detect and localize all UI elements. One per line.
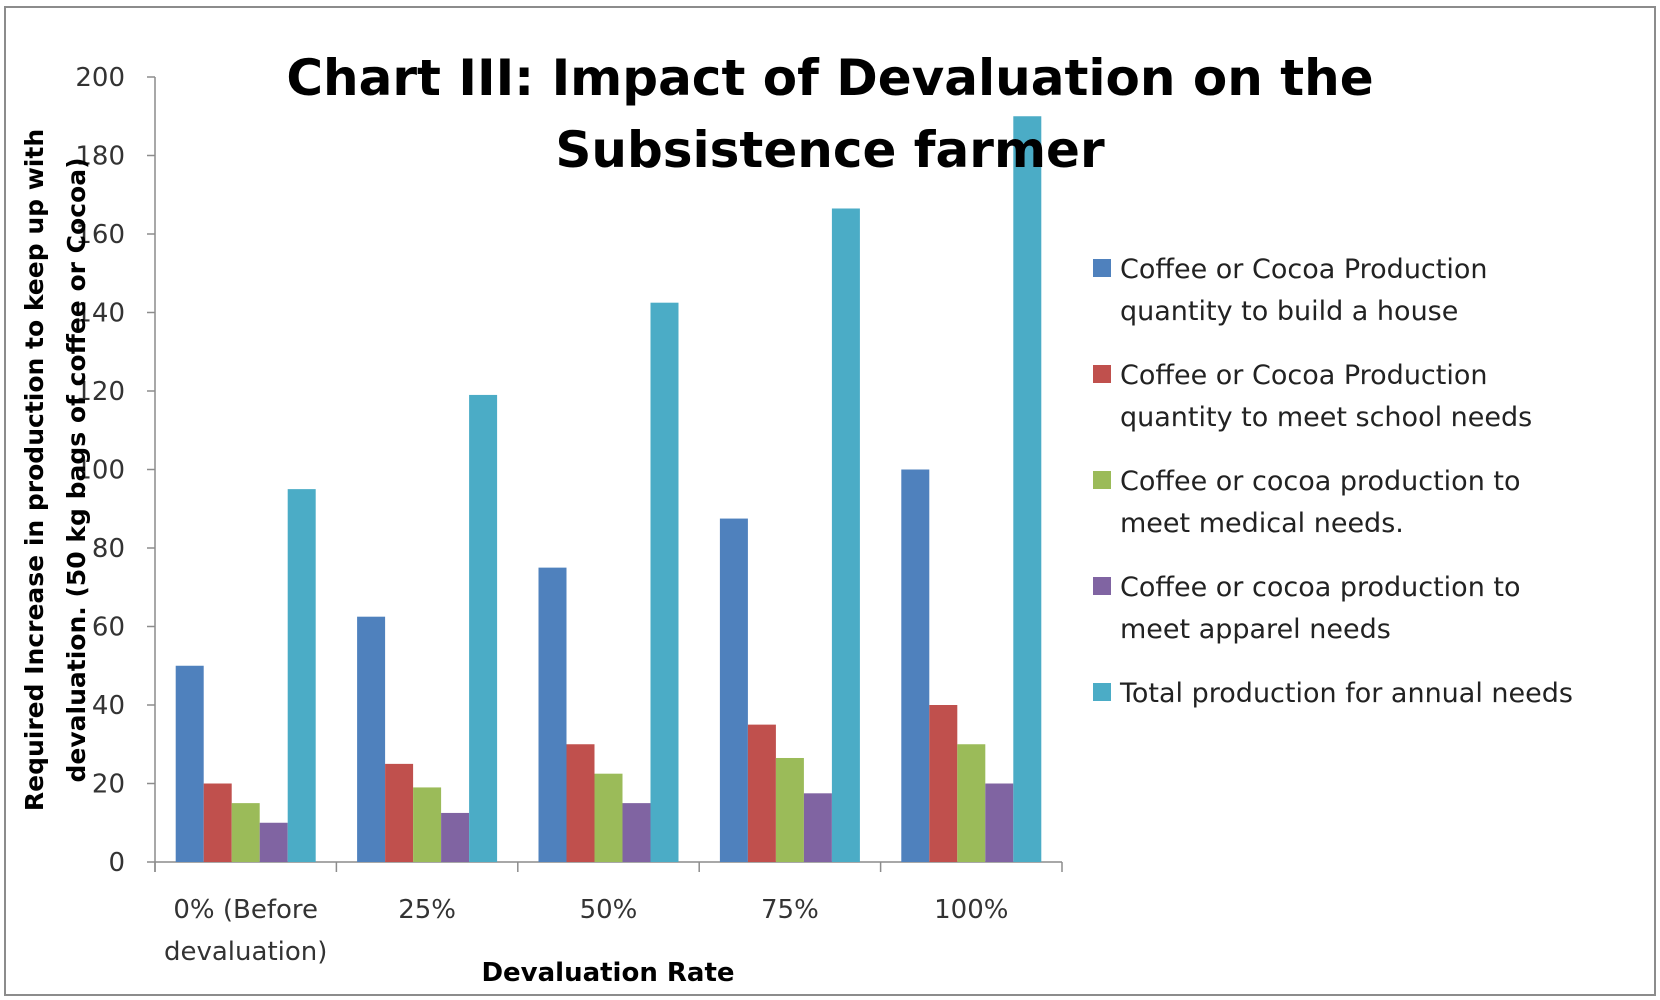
bar-1-cat-5 — [901, 469, 930, 862]
text-line: Coffee or Cocoa Production — [1120, 254, 1488, 285]
bar-4-cat-4 — [803, 793, 832, 862]
legend: Coffee or Cocoa Production quantity to bu… — [1093, 254, 1573, 709]
y-tick-label: 20 — [92, 770, 125, 800]
y-tick-label: 180 — [75, 142, 125, 172]
bar-5-cat-5 — [1013, 116, 1042, 862]
text-line: Coffee or Cocoa Production — [1120, 360, 1488, 391]
x-tick-label: 0% (Before devaluation) — [164, 895, 327, 967]
text-line: quantity to meet school needs — [1120, 402, 1532, 433]
legend-swatch-1 — [1093, 259, 1111, 277]
y-tick-label: 140 — [75, 299, 125, 329]
legend-label-1: Coffee or Cocoa Production quantity to bu… — [1120, 254, 1488, 327]
text-line: Coffee or cocoa production to — [1120, 572, 1521, 603]
bar-2-cat-4 — [747, 724, 776, 862]
x-axis-title: Devaluation Rate — [481, 958, 734, 988]
legend-label-5: Total production for annual needs — [1119, 678, 1573, 709]
bar-4-cat-2 — [441, 812, 470, 862]
bar-2-cat-1 — [203, 783, 232, 862]
x-tick-label: 100% — [934, 895, 1008, 925]
bar-2-cat-5 — [929, 705, 958, 862]
bar-5-cat-3 — [650, 302, 679, 862]
bar-2-cat-2 — [385, 763, 414, 862]
y-tick-label: 200 — [75, 63, 125, 93]
y-tick-label: 0 — [108, 848, 125, 878]
text-line: 50% — [580, 895, 638, 925]
x-tick-label: 75% — [761, 895, 819, 925]
bar-1-cat-3 — [538, 567, 567, 862]
bar-5-cat-2 — [469, 394, 498, 862]
chart-title: Chart III: Impact of Devaluation on the S… — [286, 49, 1373, 179]
bar-1-cat-2 — [357, 616, 386, 862]
legend-label-4: Coffee or cocoa production to meet appare… — [1120, 572, 1521, 645]
text-line: 25% — [398, 895, 456, 925]
text-line: 100% — [934, 895, 1008, 925]
text-line: 0% (Before — [173, 895, 318, 925]
bar-5-cat-1 — [287, 489, 316, 862]
text-line: meet medical needs. — [1120, 508, 1404, 539]
bar-3-cat-5 — [957, 744, 986, 862]
text-line: Chart III: Impact of Devaluation on the — [286, 49, 1373, 107]
legend-swatch-4 — [1093, 577, 1111, 595]
x-tick-label: 25% — [398, 895, 456, 925]
legend-swatch-5 — [1093, 683, 1111, 701]
text-line: meet apparel needs — [1120, 614, 1391, 645]
text-line: Required Increase in production to keep … — [20, 129, 49, 811]
text-line: Subsistence farmer — [555, 121, 1105, 179]
y-tick-label: 40 — [92, 691, 125, 721]
text-line: 75% — [761, 895, 819, 925]
y-tick-label: 160 — [75, 220, 125, 250]
legend-label-3: Coffee or cocoa production to meet medica… — [1120, 466, 1521, 539]
bar-1-cat-4 — [719, 518, 748, 862]
bar-5-cat-4 — [831, 208, 860, 863]
y-axis-title: Required Increase in production to keep … — [20, 129, 91, 811]
chart-title-text: Chart III: Impact of Devaluation on the S… — [286, 49, 1373, 179]
plot-area: 0 20 40 60 80 100 120 140 160 180 200 0% (Before dev… — [20, 63, 1063, 988]
legend-swatch-3 — [1093, 471, 1111, 489]
text-line: devaluation. (50 kg bags of coffee or Co… — [62, 158, 91, 783]
text-line: quantity to build a house — [1120, 296, 1458, 327]
bar-2-cat-3 — [566, 744, 595, 862]
legend-swatch-2 — [1093, 365, 1111, 383]
bar-4-cat-5 — [985, 783, 1014, 862]
y-tick-label: 120 — [75, 377, 125, 407]
text-line: devaluation) — [164, 937, 327, 967]
bar-3-cat-1 — [231, 803, 260, 862]
y-tick-label: 60 — [92, 613, 125, 643]
y-tick-label: 100 — [75, 456, 125, 486]
bar-3-cat-3 — [594, 773, 623, 862]
bar-4-cat-1 — [259, 822, 288, 862]
bar-4-cat-3 — [622, 803, 651, 862]
y-tick-label: 80 — [92, 534, 125, 564]
x-tick-label: 50% — [580, 895, 638, 925]
bar-3-cat-2 — [413, 787, 442, 862]
bar-1-cat-1 — [175, 665, 204, 862]
text-line: Total production for annual needs — [1119, 678, 1573, 709]
bar-3-cat-4 — [775, 757, 804, 862]
text-line: Coffee or cocoa production to — [1120, 466, 1521, 497]
legend-label-2: Coffee or Cocoa Production quantity to me… — [1120, 360, 1532, 433]
